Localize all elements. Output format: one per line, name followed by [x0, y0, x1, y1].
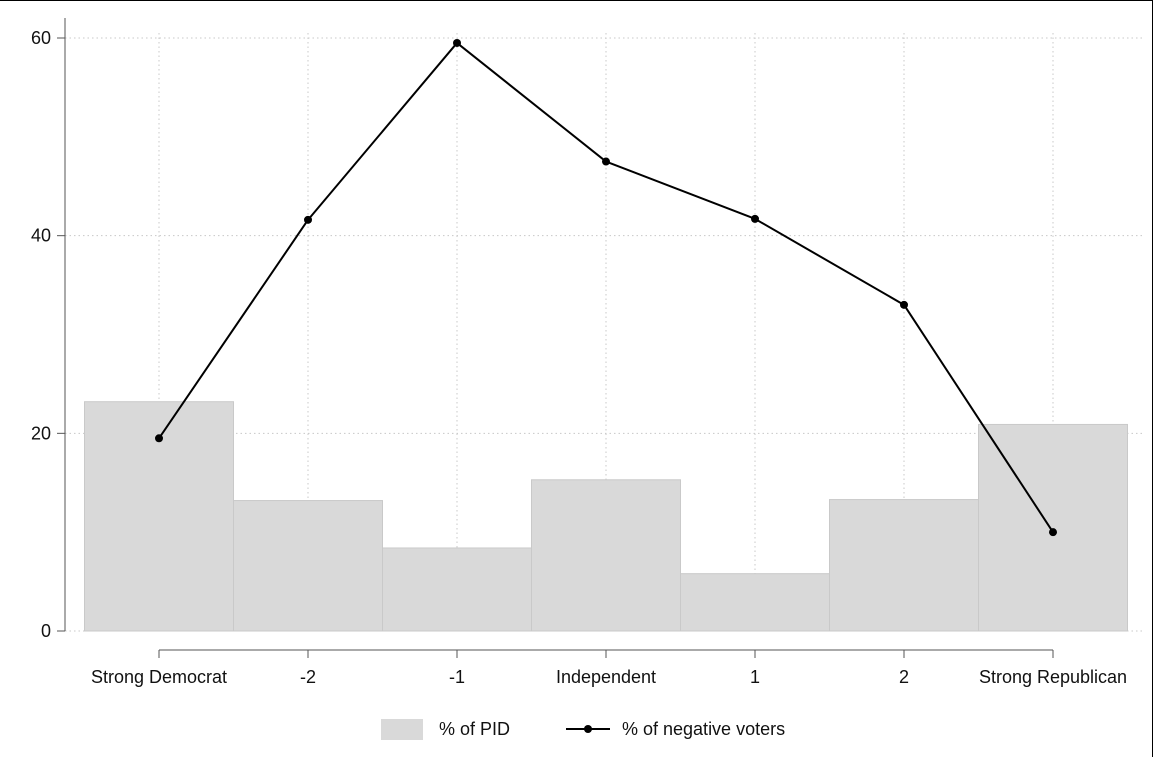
y-tick-label: 40: [31, 226, 51, 246]
bar: [382, 547, 532, 632]
legend: % of PID % of negative voters: [381, 719, 785, 740]
gridlines: [65, 33, 1142, 632]
legend-label-bar: % of PID: [439, 719, 510, 739]
bar: [531, 479, 681, 632]
line-point: [155, 434, 163, 443]
y-tick-label: 60: [31, 28, 51, 48]
bar: [829, 499, 979, 632]
line-point: [1049, 528, 1057, 537]
y-tick-label: 0: [41, 621, 51, 641]
line-path: [158, 41, 1054, 533]
legend-swatch-marker: [584, 725, 592, 733]
line-point: [900, 300, 908, 309]
line-point: [453, 38, 461, 47]
legend-label-line: % of negative voters: [622, 719, 785, 739]
axes: [57, 18, 1054, 658]
x-tick-label: -2: [300, 667, 316, 687]
x-tick-label: 2: [899, 667, 909, 687]
x-tick-label: Independent: [556, 667, 656, 687]
x-tick-label: 1: [750, 667, 760, 687]
bar: [233, 500, 383, 632]
x-tick-label: Strong Democrat: [91, 667, 227, 687]
y-tick-label: 20: [31, 423, 51, 443]
bar: [680, 573, 830, 632]
line-point: [304, 215, 312, 224]
tick-labels: 0 20 40 60 Strong Democrat -2 -1 Independent 1 2 S…: [31, 28, 1127, 687]
x-tick-label: Strong Republican: [979, 667, 1127, 687]
line-point: [751, 214, 759, 223]
line-series: [155, 38, 1057, 537]
line-point: [602, 157, 610, 166]
bar: [978, 423, 1128, 632]
legend-swatch-bar: [381, 719, 423, 740]
x-tick-label: -1: [449, 667, 465, 687]
bars-series: [84, 401, 1128, 632]
